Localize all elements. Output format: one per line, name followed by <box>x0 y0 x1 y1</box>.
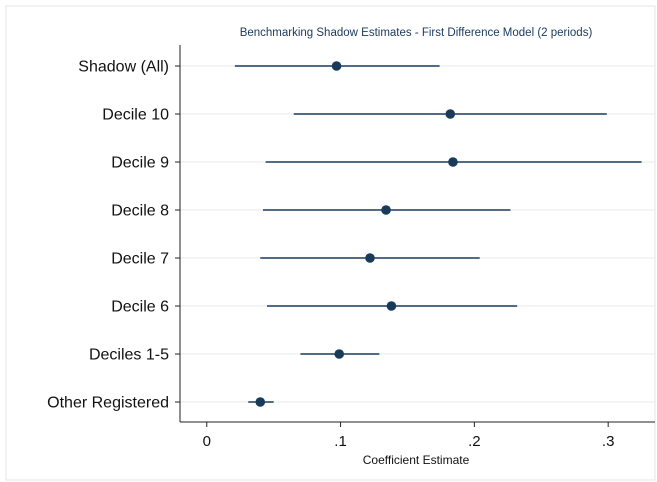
x-ticks: 0 .1 .2 .3 <box>175 65 615 450</box>
figure-frame <box>5 5 656 481</box>
x-tick-label: .1 <box>334 433 347 450</box>
category-label: Deciles 1-5 <box>89 347 169 364</box>
point-marker <box>365 253 375 263</box>
axes <box>179 45 655 423</box>
x-axis-title: Coefficient Estimate <box>363 453 470 467</box>
category-label: Decile 7 <box>111 251 169 268</box>
point-marker <box>445 109 456 119</box>
x-tick-label: 0 <box>203 433 211 450</box>
category-label: Other Registered <box>47 395 169 412</box>
x-tick-label: .2 <box>468 433 481 450</box>
category-label: Decile 8 <box>111 203 169 220</box>
category-label: Decile 6 <box>111 299 169 316</box>
point-marker <box>448 157 458 167</box>
point-marker <box>386 301 397 311</box>
point-marker <box>331 61 342 71</box>
category-label: Decile 9 <box>111 155 169 172</box>
category-label: Decile 10 <box>102 107 169 124</box>
point-estimates <box>255 61 458 407</box>
x-tick-label: .3 <box>602 433 615 450</box>
point-marker <box>334 349 345 359</box>
chart-title: Benchmarking Shadow Estimates - First Di… <box>240 27 593 39</box>
point-marker <box>381 205 391 215</box>
category-label: Shadow (All) <box>78 59 169 76</box>
point-marker <box>255 397 266 407</box>
category-labels: Shadow (All) Decile 10 Decile 9 Decile 8 Dec… <box>47 59 169 412</box>
